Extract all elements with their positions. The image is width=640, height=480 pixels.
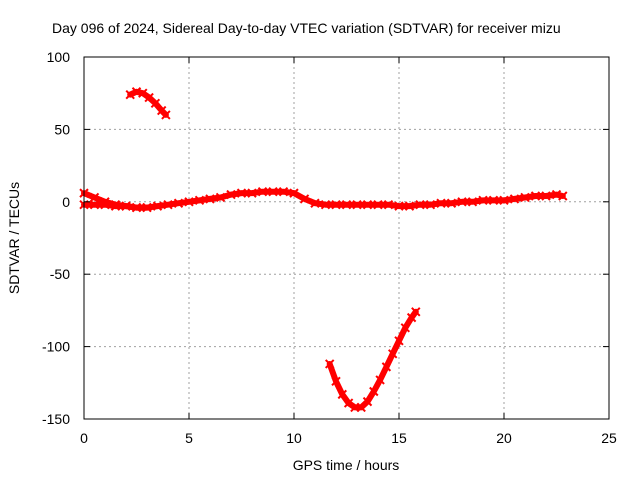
y-tick-label: -150 [42, 411, 70, 427]
data-point [331, 199, 341, 210]
data-point [125, 89, 135, 100]
data-point [289, 188, 299, 198]
data-point [121, 201, 131, 211]
data-point [310, 198, 320, 208]
x-tick-label: 5 [185, 430, 193, 446]
series-main-track-a [79, 186, 568, 213]
data-point [150, 98, 161, 109]
data-point [457, 197, 467, 207]
data-point [411, 307, 421, 317]
data-point [520, 192, 530, 203]
data-point [383, 199, 394, 210]
y-axis-label: SDTVAR / TECUs [6, 182, 22, 294]
data-point [530, 191, 541, 201]
data-point [400, 323, 411, 333]
series-v-curve [324, 307, 421, 413]
data-point [268, 186, 278, 197]
data-point [184, 197, 194, 207]
data-point [320, 199, 331, 210]
data-point [488, 195, 499, 206]
data-point [387, 349, 398, 359]
data-point [362, 396, 373, 407]
grid-lines [84, 57, 609, 419]
plot-frame [83, 56, 610, 420]
data-point [89, 199, 100, 210]
data-point [509, 194, 520, 204]
data-point [131, 202, 142, 213]
data-point [381, 362, 392, 372]
data-point [205, 194, 215, 204]
x-tick-label: 15 [391, 430, 407, 446]
data-point [394, 336, 404, 346]
y-tick-label: 50 [54, 121, 70, 137]
data-point [138, 88, 148, 98]
data-point [226, 189, 236, 200]
data-point [369, 386, 379, 397]
data-point [404, 201, 415, 211]
series-arc-top [125, 87, 171, 120]
data-point [415, 199, 425, 210]
data-point [247, 188, 257, 198]
data-point [278, 186, 289, 197]
data-point [142, 202, 152, 213]
data-point [343, 398, 354, 408]
data-point [324, 359, 335, 369]
data-point [100, 197, 110, 207]
data-point [499, 195, 509, 206]
data-point [541, 191, 551, 201]
chart-title: Day 096 of 2024, Sidereal Day-to-day VTE… [52, 20, 561, 36]
data-point [446, 198, 457, 208]
x-tick-label: 10 [286, 430, 302, 446]
data-point [257, 186, 268, 197]
x-tick-label: 20 [496, 430, 512, 446]
data-point [478, 195, 488, 206]
x-axis-label: GPS time / hours [293, 457, 400, 473]
data-point [337, 389, 348, 400]
data-point [161, 110, 171, 120]
y-tick-label: 0 [62, 194, 70, 210]
x-tick-label: 25 [601, 430, 617, 446]
axis-ticks: 0 5 10 15 20 25 -150 -100 -50 0 50 100 [42, 49, 617, 446]
data-point [362, 199, 373, 210]
data-point [373, 199, 383, 210]
data-point [89, 192, 100, 203]
data-series-group [79, 87, 568, 413]
data-point [467, 197, 478, 207]
data-point [558, 191, 568, 201]
data-point [194, 195, 205, 206]
data-point [152, 201, 163, 211]
x-tick-label: 0 [80, 430, 88, 446]
data-point [173, 198, 184, 208]
data-point [163, 199, 173, 210]
y-tick-label: -100 [42, 339, 70, 355]
data-point [352, 199, 362, 210]
data-point [341, 199, 352, 210]
data-point [375, 375, 385, 385]
data-point [436, 198, 446, 208]
data-point [406, 312, 417, 323]
data-point [425, 199, 436, 210]
data-point [236, 188, 247, 198]
data-point [394, 201, 404, 211]
y-tick-label: -50 [50, 266, 70, 282]
y-tick-label: 100 [47, 49, 71, 65]
data-point [215, 192, 226, 203]
data-point [299, 194, 310, 204]
data-point [110, 199, 121, 210]
data-point [331, 376, 341, 387]
